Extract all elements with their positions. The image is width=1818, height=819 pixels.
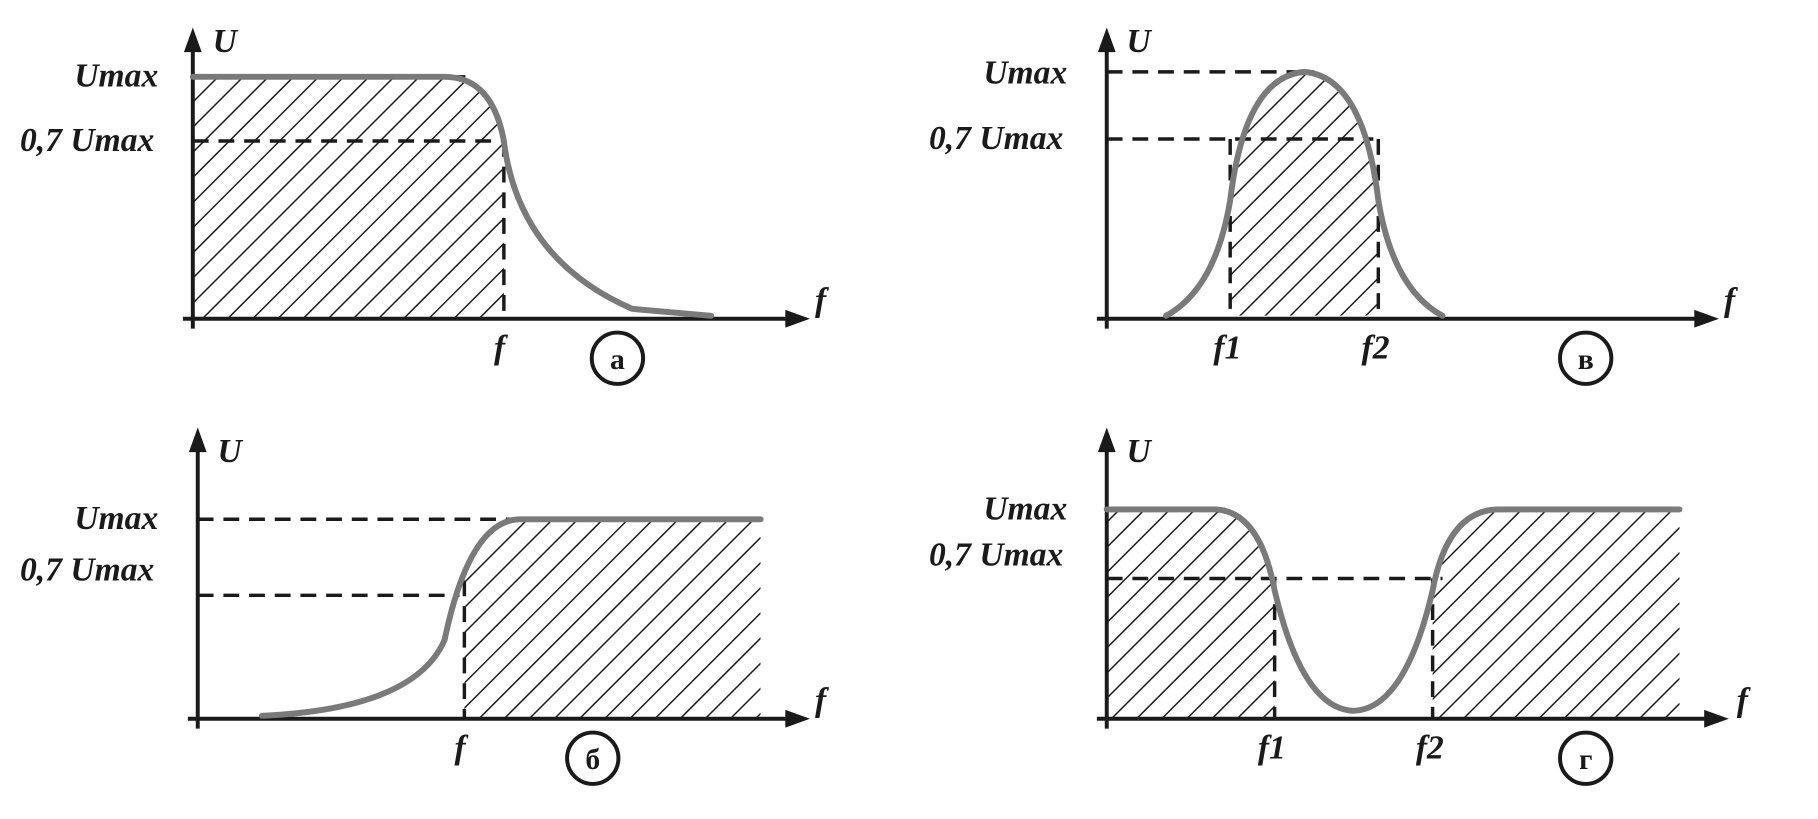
panel-highpass: U Umax 0,7 Umax f f б xyxy=(20,420,889,800)
umax-label: Umax xyxy=(983,55,1067,92)
panel-badge-label: а xyxy=(610,344,625,376)
u07-label: 0,7 Umax xyxy=(20,552,154,589)
x-axis-label: f xyxy=(815,682,829,719)
chart-bandpass: U Umax 0,7 Umax f f1 f2 в xyxy=(929,20,1798,400)
chart-lowpass: U Umax 0,7 Umax f f а xyxy=(20,20,889,400)
passband-hatch-upper xyxy=(193,77,504,141)
panel-bandstop: U Umax 0,7 Umax f f1 f2 г xyxy=(929,420,1798,800)
panel-badge-label: г xyxy=(1579,744,1592,776)
passband-hatch-left xyxy=(1107,510,1275,719)
x-axis-label: f xyxy=(815,282,829,319)
f1-label: f1 xyxy=(1213,329,1241,366)
passband-hatch xyxy=(464,520,760,719)
umax-label: Umax xyxy=(74,58,158,95)
panel-lowpass: U Umax 0,7 Umax f f а xyxy=(20,20,889,400)
x-axis-label: f xyxy=(1737,682,1751,719)
panel-badge-label: в xyxy=(1578,344,1594,376)
cutoff-label: f xyxy=(455,730,469,767)
u07-label: 0,7 Umax xyxy=(929,120,1063,157)
f2-label: f2 xyxy=(1362,329,1390,366)
y-axis-label: U xyxy=(1127,433,1153,470)
y-axis-label: U xyxy=(218,433,244,470)
cutoff-label: f xyxy=(494,329,508,366)
umax-label: Umax xyxy=(74,500,158,537)
passband-hatch xyxy=(193,141,504,319)
f2-label: f2 xyxy=(1416,730,1444,767)
x-axis-label: f xyxy=(1724,282,1738,319)
umax-label: Umax xyxy=(983,491,1067,528)
y-axis-label: U xyxy=(1127,23,1153,60)
panel-badge-label: б xyxy=(585,744,600,776)
chart-highpass: U Umax 0,7 Umax f f б xyxy=(20,420,889,800)
passband-hatch-right xyxy=(1433,510,1680,719)
chart-bandstop: U Umax 0,7 Umax f f1 f2 г xyxy=(929,420,1798,800)
y-axis-label: U xyxy=(213,23,239,60)
u07-label: 0,7 Umax xyxy=(929,537,1063,574)
f1-label: f1 xyxy=(1258,730,1286,767)
filter-response-grid: U Umax 0,7 Umax f f а xyxy=(20,20,1798,799)
u07-label: 0,7 Umax xyxy=(20,122,154,159)
panel-bandpass: U Umax 0,7 Umax f f1 f2 в xyxy=(929,20,1798,400)
